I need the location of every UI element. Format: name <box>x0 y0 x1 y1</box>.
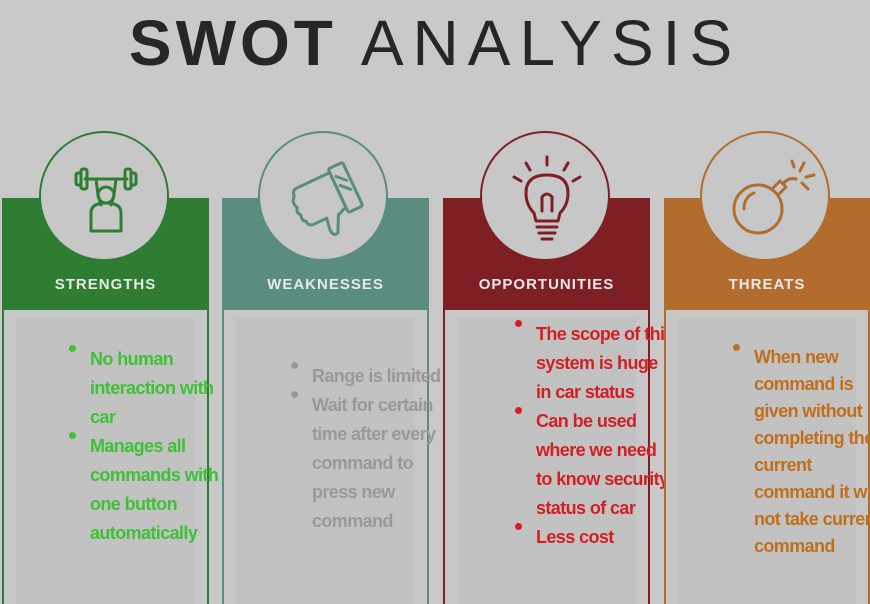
threats-icon-circle <box>700 131 830 261</box>
strengths-inner <box>16 318 195 604</box>
weaknesses-inner <box>236 318 415 604</box>
list-item: Range is limited <box>288 362 456 391</box>
strengths-label: STRENGTHS <box>54 276 157 293</box>
strengths-panel <box>2 310 209 604</box>
threats-panel <box>664 310 870 604</box>
list-item: Less cost <box>512 523 674 552</box>
weaknesses-list: Range is limited Wait for certain time a… <box>248 362 456 536</box>
weaknesses-icon-circle <box>258 131 388 261</box>
opportunities-inner <box>457 318 636 604</box>
list-item: Manages all commands with one button aut… <box>66 432 236 548</box>
weaknesses-label: WEAKNESSES <box>267 276 384 293</box>
threats-inner <box>678 318 856 604</box>
opportunities-panel <box>443 310 650 604</box>
opportunities-list: The scope of this system is huge in car … <box>472 320 674 552</box>
list-item: No human interaction with car <box>66 345 236 432</box>
title-swot: SWOT <box>128 7 337 79</box>
list-item: Wait for certain time after every comman… <box>288 391 456 536</box>
opportunities-column: OPPORTUNITIES <box>443 131 650 604</box>
list-item: The scope of this system is huge in car … <box>512 320 674 407</box>
threats-column: THREATS <box>664 131 870 604</box>
thumbs-down-icon <box>291 161 364 236</box>
page-title: SWOT ANALYSIS <box>0 8 870 78</box>
weaknesses-column: WEAKNESSES <box>222 131 429 604</box>
threats-list: When new command is given without comple… <box>690 344 870 560</box>
opportunities-icon-circle <box>480 131 610 261</box>
weightlifter-icon <box>74 167 138 233</box>
threats-label: THREATS <box>728 276 806 293</box>
list-item: When new command is given without comple… <box>730 344 870 560</box>
weaknesses-panel <box>222 310 429 604</box>
title-analysis: ANALYSIS <box>360 7 742 79</box>
strengths-column: STRENGTHS <box>2 131 209 604</box>
bomb-icon <box>732 159 816 235</box>
list-item: Can be used where we need to know securi… <box>512 407 674 523</box>
opportunities-label: OPPORTUNITIES <box>478 276 615 293</box>
strengths-list: No human interaction with car Manages al… <box>26 345 236 548</box>
lightbulb-icon <box>512 155 582 241</box>
strengths-icon-circle <box>39 131 169 261</box>
